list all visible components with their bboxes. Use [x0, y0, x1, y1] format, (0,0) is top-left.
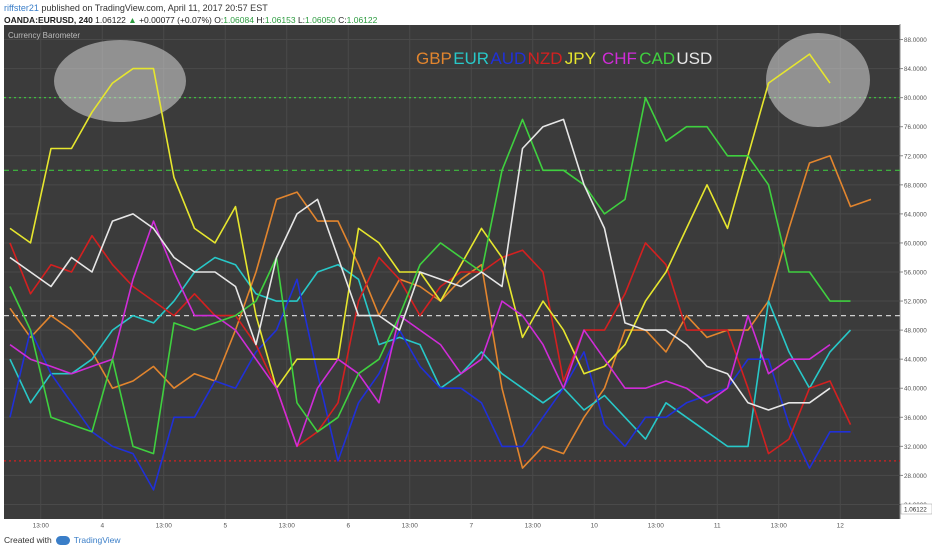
highlight-ellipse-right	[766, 33, 870, 127]
y-tick-label: 80.0000	[904, 95, 927, 102]
last-price-box	[900, 503, 932, 515]
close-label: C:	[338, 15, 347, 25]
y-tick-label: 48.0000	[904, 328, 927, 335]
x-tick-label: 6	[346, 523, 350, 530]
y-tick-label: 52.0000	[904, 299, 927, 306]
y-tick-label: 84.0000	[904, 66, 927, 73]
series-line-aud	[9, 278, 851, 491]
x-tick-label: 13:00	[279, 523, 296, 530]
x-tick-label: 10	[591, 523, 599, 530]
symbol-label: OANDA:EURUSD, 240	[4, 15, 93, 25]
tradingview-link[interactable]: TradingView	[73, 535, 121, 545]
time-axis	[0, 519, 900, 530]
high-label: H:	[256, 15, 265, 25]
x-tick-label: 13:00	[525, 523, 542, 530]
legend-cad: CAD	[639, 49, 675, 68]
currency-barometer-chart[interactable]: Currency Barometer GBP EUR AUD NZD JPY CHF CAD U…	[0, 24, 932, 530]
legend-aud: AUD	[490, 49, 526, 68]
created-with-text: Created with	[4, 535, 52, 545]
x-tick-label: 5	[223, 523, 227, 530]
up-arrow-icon: ▲	[128, 15, 137, 25]
x-tick-label: 12	[837, 523, 845, 530]
last-price: 1.06122	[95, 15, 126, 25]
publish-text: published on TradingView.com, April 11, …	[41, 3, 268, 13]
publish-info: riffster21 published on TradingView.com,…	[4, 3, 268, 13]
x-tick-label: 7	[469, 523, 473, 530]
y-tick-label: 60.0000	[904, 240, 927, 247]
low-label: L:	[297, 15, 306, 25]
author-link[interactable]: riffster21	[4, 3, 39, 13]
legend-usd: USD	[676, 49, 712, 68]
tradingview-logo-icon	[55, 535, 70, 545]
y-tick-label: 88.0000	[904, 37, 927, 44]
x-tick-label: 13:00	[33, 523, 50, 530]
y-tick-label: 36.0000	[904, 415, 927, 422]
legend-jpy: JPY	[565, 49, 596, 68]
last-price-label: 1.06122	[904, 507, 927, 514]
high-value: 1.06153	[264, 15, 296, 25]
price-axis	[900, 24, 932, 530]
legend-gbp: GBP	[416, 49, 452, 68]
x-tick-label: 4	[100, 523, 104, 530]
low-value: 1.06050	[305, 15, 336, 25]
footer: Created with TradingView	[4, 535, 121, 545]
y-tick-label: 72.0000	[904, 153, 927, 160]
x-tick-label: 13:00	[648, 523, 665, 530]
y-tick-label: 32.0000	[904, 444, 927, 451]
legend-nzd: NZD	[528, 49, 563, 68]
symbol-info: OANDA:EURUSD, 240 1.06122 ▲ +0.00077 (+0…	[4, 15, 377, 25]
highlight-ellipse-left	[54, 40, 186, 122]
x-tick-label: 11	[714, 523, 721, 530]
series-line-usd	[9, 118, 831, 411]
y-tick-label: 68.0000	[904, 182, 927, 189]
close-value: 1.06122	[346, 15, 378, 25]
legend-chf: CHF	[602, 49, 637, 68]
x-tick-label: 13:00	[156, 523, 173, 530]
x-tick-label: 13:00	[771, 523, 788, 530]
y-tick-label: 40.0000	[904, 386, 927, 393]
y-tick-label: 44.0000	[904, 357, 927, 364]
y-tick-label: 76.0000	[904, 124, 927, 131]
series-line-cad	[9, 96, 851, 455]
series-line-nzd	[9, 234, 852, 455]
y-tick-label: 64.0000	[904, 211, 927, 218]
x-tick-label: 13:00	[402, 523, 419, 530]
y-tick-label: 28.0000	[904, 473, 927, 480]
price-change: +0.00077 (+0.07%)	[139, 15, 212, 25]
indicator-title: Currency Barometer	[8, 31, 80, 40]
legend-eur: EUR	[453, 49, 489, 68]
series-line-eur	[9, 256, 852, 448]
open-value: 1.06084	[223, 15, 254, 25]
series-line-chf	[9, 220, 831, 448]
open-label: O:	[214, 15, 224, 25]
y-tick-label: 56.0000	[904, 270, 927, 277]
